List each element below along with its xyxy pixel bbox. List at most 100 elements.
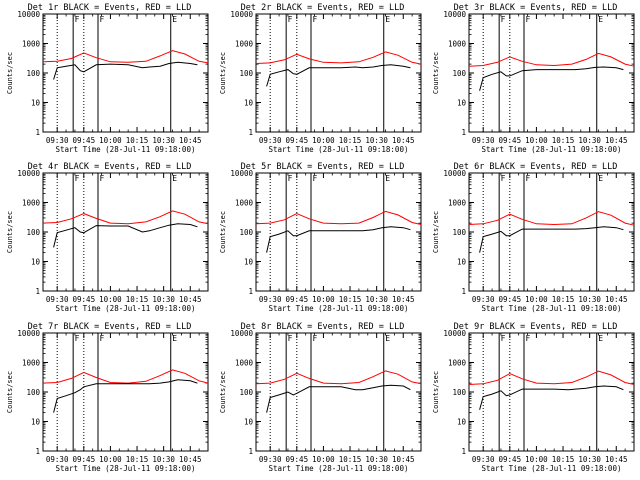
event-marker-label: E bbox=[172, 334, 177, 343]
plot-frame bbox=[468, 13, 635, 133]
panel-9: Det 9r BLACK = Events, RED = LLD 1 10 100 10… bbox=[432, 322, 635, 473]
event-marker-label: F bbox=[313, 15, 318, 24]
event-marker-label: F bbox=[288, 15, 293, 24]
x-tick-label: 09:45 bbox=[286, 455, 309, 464]
x-tick-label: 10:00 bbox=[525, 455, 548, 464]
events-series-line bbox=[266, 64, 411, 87]
y-axis-label: Counts/sec bbox=[432, 371, 440, 413]
y-tick-label: 10 bbox=[244, 99, 254, 108]
x-tick-label: 10:15 bbox=[552, 136, 575, 145]
x-axis-label: Start Time (28-Jul-11 09:18:00) bbox=[482, 145, 622, 154]
x-tick-label: 09:30 bbox=[259, 136, 282, 145]
y-axis-label: Counts/sec bbox=[219, 52, 227, 94]
event-marker-label: E bbox=[598, 174, 603, 183]
x-tick-label: 09:45 bbox=[499, 455, 522, 464]
panel-7: Det 7r BLACK = Events, RED = LLD 1 10 100 10… bbox=[6, 322, 209, 473]
events-series-line bbox=[479, 66, 624, 91]
x-tick-label: 10:15 bbox=[552, 455, 575, 464]
plot-frame bbox=[255, 13, 422, 133]
panel-title: Det 1r BLACK = Events, RED = LLD bbox=[28, 3, 192, 13]
y-tick-label: 100 bbox=[26, 69, 40, 78]
y-axis-label: Counts/sec bbox=[6, 211, 14, 253]
y-tick-label: 100 bbox=[452, 388, 466, 397]
x-tick-label: 09:30 bbox=[259, 455, 282, 464]
y-tick-label: 1000 bbox=[235, 40, 254, 49]
x-tick-label: 10:45 bbox=[605, 136, 628, 145]
x-tick-label: 09:30 bbox=[472, 295, 495, 304]
y-tick-label: 1000 bbox=[235, 199, 254, 208]
x-axis-label: Start Time (28-Jul-11 09:18:00) bbox=[56, 145, 196, 154]
y-tick-label: 10000 bbox=[230, 169, 253, 178]
y-axis-label: Counts/sec bbox=[6, 371, 14, 413]
panel-4: Det 4r BLACK = Events, RED = LLD 1 10 100 10… bbox=[6, 162, 209, 313]
lld-series-line bbox=[42, 210, 209, 225]
event-marker-label: F bbox=[100, 15, 105, 24]
x-axis-label: Start Time (28-Jul-11 09:18:00) bbox=[56, 304, 196, 313]
x-tick-label: 09:30 bbox=[472, 455, 495, 464]
x-tick-label: 10:00 bbox=[525, 136, 548, 145]
y-tick-label: 1 bbox=[248, 287, 253, 296]
lld-series-line bbox=[255, 210, 422, 225]
x-axis-label: Start Time (28-Jul-11 09:18:00) bbox=[56, 464, 196, 473]
y-tick-label: 1 bbox=[35, 447, 40, 456]
y-tick-label: 10000 bbox=[17, 10, 40, 19]
plot-frame bbox=[255, 172, 422, 292]
event-marker-label: F bbox=[100, 174, 105, 183]
x-tick-label: 10:30 bbox=[578, 295, 601, 304]
y-tick-label: 100 bbox=[239, 388, 253, 397]
lld-series-line bbox=[255, 370, 422, 385]
panel-title: Det 7r BLACK = Events, RED = LLD bbox=[28, 322, 192, 332]
x-tick-label: 10:45 bbox=[605, 455, 628, 464]
x-tick-label: 09:45 bbox=[73, 136, 96, 145]
x-tick-label: 10:45 bbox=[392, 136, 415, 145]
x-tick-label: 10:00 bbox=[99, 295, 122, 304]
event-marker-label: E bbox=[598, 15, 603, 24]
panel-5: Det 5r BLACK = Events, RED = LLD 1 10 100 10… bbox=[219, 162, 422, 313]
y-tick-label: 10000 bbox=[17, 329, 40, 338]
event-marker-label: F bbox=[75, 174, 80, 183]
plot-frame bbox=[255, 332, 422, 452]
event-marker-label: E bbox=[385, 334, 390, 343]
y-tick-label: 10000 bbox=[230, 10, 253, 19]
events-series-line bbox=[266, 384, 411, 413]
x-tick-label: 10:00 bbox=[312, 455, 335, 464]
y-tick-label: 1 bbox=[35, 128, 40, 137]
y-tick-label: 100 bbox=[26, 228, 40, 237]
event-marker-label: E bbox=[385, 15, 390, 24]
event-marker-label: E bbox=[598, 334, 603, 343]
x-tick-label: 09:30 bbox=[46, 295, 69, 304]
panel-title: Det 5r BLACK = Events, RED = LLD bbox=[241, 162, 405, 172]
y-tick-label: 1000 bbox=[22, 359, 41, 368]
y-tick-label: 100 bbox=[239, 228, 253, 237]
event-marker-label: F bbox=[501, 334, 506, 343]
events-series-line bbox=[53, 61, 198, 80]
y-tick-label: 10 bbox=[31, 258, 41, 267]
event-marker-label: E bbox=[385, 174, 390, 183]
x-tick-label: 09:30 bbox=[46, 136, 69, 145]
y-axis-label: Counts/sec bbox=[432, 52, 440, 94]
y-tick-label: 10000 bbox=[17, 169, 40, 178]
x-axis-label: Start Time (28-Jul-11 09:18:00) bbox=[482, 304, 622, 313]
x-tick-label: 10:30 bbox=[152, 295, 175, 304]
panel-title: Det 3r BLACK = Events, RED = LLD bbox=[454, 3, 618, 13]
x-tick-label: 10:30 bbox=[578, 455, 601, 464]
x-tick-label: 10:15 bbox=[339, 295, 362, 304]
x-tick-label: 09:45 bbox=[499, 295, 522, 304]
event-marker-label: F bbox=[526, 334, 531, 343]
y-tick-label: 100 bbox=[239, 69, 253, 78]
y-tick-label: 1000 bbox=[448, 359, 467, 368]
lld-series-line bbox=[42, 369, 209, 384]
y-tick-label: 1 bbox=[461, 447, 466, 456]
event-marker-label: F bbox=[288, 174, 293, 183]
plot-frame bbox=[42, 332, 209, 452]
y-axis-label: Counts/sec bbox=[219, 211, 227, 253]
lld-series-line bbox=[255, 51, 422, 65]
x-tick-label: 09:45 bbox=[286, 295, 309, 304]
panel-2: Det 2r BLACK = Events, RED = LLD 1 10 100 10… bbox=[219, 3, 422, 154]
x-axis-label: Start Time (28-Jul-11 09:18:00) bbox=[482, 464, 622, 473]
x-tick-label: 10:00 bbox=[312, 295, 335, 304]
lld-series-line bbox=[468, 52, 635, 67]
event-marker-label: F bbox=[526, 174, 531, 183]
panel-1: Det 1r BLACK = Events, RED = LLD 1 10 100 10… bbox=[6, 3, 209, 154]
